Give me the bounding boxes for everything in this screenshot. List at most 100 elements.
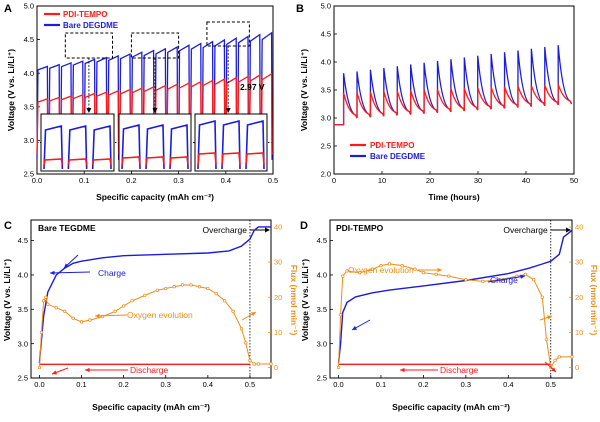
y-tick-label: 4.0 bbox=[321, 58, 331, 67]
zoom-inset-bare-degdme bbox=[197, 119, 265, 170]
flux-point bbox=[358, 271, 362, 275]
panel-d-title: PDI-TEMPO bbox=[336, 223, 384, 233]
oxygen-evolution-label: Oxygen evolution bbox=[127, 310, 193, 320]
x-tick-label: 0.1 bbox=[79, 176, 89, 185]
flux-point bbox=[400, 263, 404, 268]
panel-c-y2label: Flux (nmol min⁻¹) bbox=[289, 265, 299, 336]
flux-point bbox=[269, 362, 273, 366]
y-tick-label: 2.5 bbox=[18, 374, 28, 383]
x-tick-label: 30 bbox=[474, 176, 482, 185]
flux-point bbox=[231, 309, 235, 313]
y-tick-label: 3.5 bbox=[18, 305, 28, 314]
x-tick-label: 0.0 bbox=[32, 176, 42, 185]
series-bare-degdme-line bbox=[36, 31, 273, 160]
flux-point bbox=[121, 304, 126, 308]
flux-point bbox=[387, 262, 392, 266]
overcharge-arrow-head bbox=[566, 227, 571, 233]
flux-point bbox=[41, 299, 46, 303]
y2-tick-label: 0 bbox=[274, 363, 278, 372]
panel-c-xlabel: Specific capacity (mAh cm⁻²) bbox=[92, 402, 210, 412]
y-tick-label: 4.5 bbox=[317, 236, 327, 245]
x-tick-label: 0.4 bbox=[203, 380, 213, 389]
panel-a-xlabel: Specific capacity (mAh cm⁻²) bbox=[96, 192, 214, 202]
panel-a-label: A bbox=[4, 3, 12, 15]
flux-point bbox=[248, 358, 252, 363]
flux-point bbox=[553, 358, 557, 363]
y2-tick-label: 20 bbox=[575, 293, 583, 302]
flux-point bbox=[557, 355, 561, 359]
zoom-arrow-head bbox=[86, 108, 92, 113]
annotation-arrow bbox=[49, 271, 91, 274]
flux-point bbox=[532, 278, 536, 282]
annotation-arrow-head bbox=[400, 367, 405, 373]
zoom-arrow-head bbox=[152, 108, 158, 113]
zoom-inset-pdi-tempo bbox=[197, 152, 265, 166]
flux-point bbox=[379, 263, 383, 268]
series-pdi-tempo-line bbox=[334, 84, 573, 126]
flux-point bbox=[256, 362, 261, 366]
flux-point bbox=[88, 318, 92, 322]
panel-b-label: B bbox=[296, 3, 304, 15]
y2-tick-label: 10 bbox=[274, 328, 282, 337]
x-tick-label: 0.2 bbox=[418, 380, 428, 389]
zoom-inset-frame bbox=[40, 113, 115, 172]
x-tick-label: 0.0 bbox=[34, 380, 44, 389]
y-tick-label: 3.0 bbox=[24, 136, 34, 145]
legend-label-pdi-tempo: PDI-TEMPO bbox=[370, 141, 414, 150]
x-tick-label: 0.5 bbox=[546, 380, 556, 389]
x-tick-label: 50 bbox=[570, 176, 578, 185]
y2-tick-label: 40 bbox=[575, 223, 583, 232]
overcharge-label: Overcharge bbox=[203, 225, 248, 235]
flux-point bbox=[447, 274, 451, 278]
flux-point bbox=[143, 293, 147, 298]
annotation-arrow bbox=[94, 314, 128, 317]
charge-label: Charge bbox=[98, 268, 126, 278]
x-tick-label: 0.2 bbox=[126, 176, 136, 185]
flux-point bbox=[130, 299, 134, 303]
flux-line bbox=[338, 263, 572, 369]
y-tick-label: 2.5 bbox=[321, 142, 331, 151]
y2-tick-label: 20 bbox=[274, 293, 282, 302]
zoom-window-box bbox=[64, 32, 114, 59]
flux-point bbox=[345, 269, 349, 273]
flux-point bbox=[164, 286, 168, 291]
panel-a-plot-area: 0.0 0.1 0.2 0.3 0.4 0.5 2.5 3.0 3.5 4.0 4.5 5.0 bbox=[24, 2, 279, 185]
series-bare-degdme-line bbox=[334, 45, 573, 126]
y-tick-label: 4.0 bbox=[317, 271, 327, 280]
y-tick-label: 5.0 bbox=[24, 2, 34, 11]
flux-point bbox=[523, 272, 527, 277]
annotation-arrow-head bbox=[520, 274, 525, 279]
panel-d-label: D bbox=[300, 220, 308, 232]
panel-a: A 0.0 0.1 0.2 0.3 0.4 0.5 2.5 3.0 3.5 4.0 4.5 5.0 S… bbox=[4, 2, 278, 202]
zoom-inset-bare-degdme bbox=[121, 123, 189, 170]
x-tick-label: 0.0 bbox=[333, 380, 343, 389]
y-tick-label: 2.5 bbox=[317, 374, 327, 383]
panel-c-frame bbox=[30, 219, 272, 379]
panel-b-ylabel: Voltage (V vs. Li/Li⁺) bbox=[299, 49, 309, 131]
panel-b-xlabel: Time (hours) bbox=[428, 192, 479, 202]
annotation-arrow-head bbox=[52, 370, 57, 375]
flux-point bbox=[37, 365, 42, 370]
panel-c-title: Bare TEGDME bbox=[38, 223, 96, 233]
flux-line bbox=[38, 284, 271, 368]
annotation-arrow-head bbox=[437, 267, 442, 273]
oxygen-evolution-label: Oxygen evolution bbox=[348, 265, 414, 275]
legend-label-bare-degdme: Bare DEGDME bbox=[370, 152, 426, 161]
panel-c-ylabel: Voltage (V vs. Li/Li⁺) bbox=[2, 259, 12, 341]
x-tick-label: 0.4 bbox=[503, 380, 513, 389]
panel-a-frame bbox=[36, 5, 274, 175]
flux-point bbox=[413, 267, 417, 271]
annotation-arrow-head bbox=[551, 367, 556, 372]
flux-point bbox=[71, 316, 75, 320]
charge-label: Charge bbox=[490, 275, 518, 285]
x-tick-label: 40 bbox=[522, 176, 530, 185]
zoom-inset-frame bbox=[118, 113, 192, 172]
y-tick-label: 4.5 bbox=[18, 236, 28, 245]
y-tick-label: 3.5 bbox=[321, 86, 331, 95]
legend-label-bare-degdme: Bare DEGDME bbox=[63, 21, 119, 30]
flux-point bbox=[63, 309, 67, 313]
x-tick-label: 0.5 bbox=[245, 380, 255, 389]
flux-point bbox=[180, 283, 185, 287]
flux-point bbox=[113, 309, 117, 313]
